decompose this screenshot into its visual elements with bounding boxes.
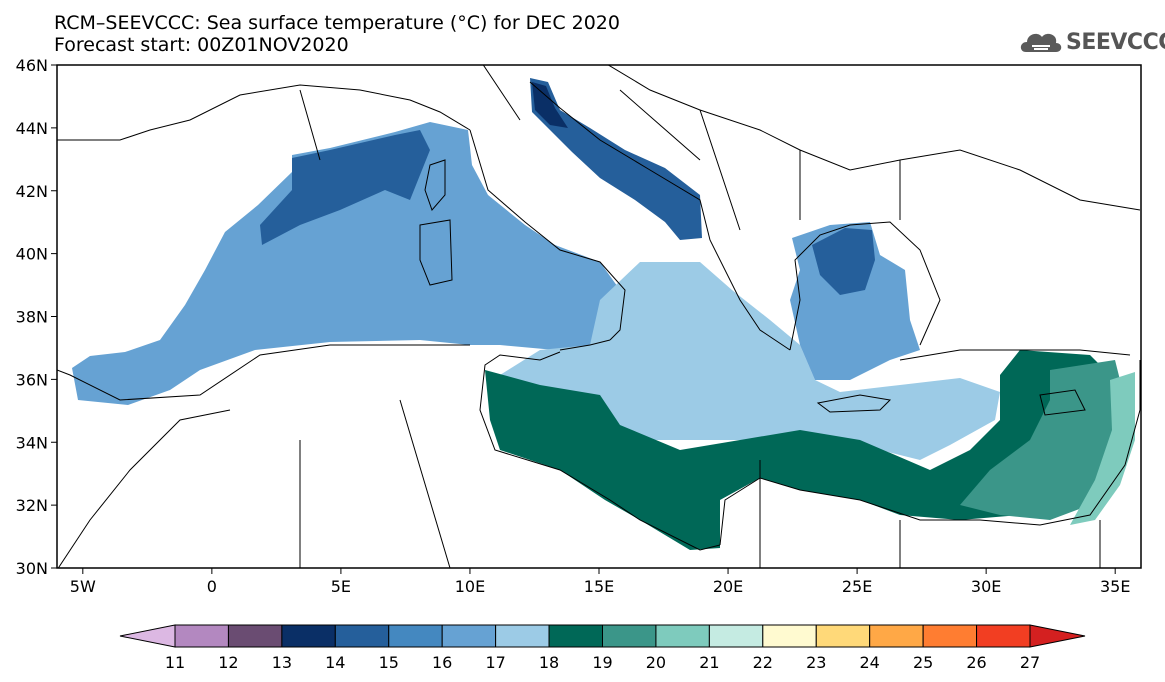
colorbar-segment (708, 624, 764, 648)
levantine-light (1070, 372, 1135, 525)
cloud-logo-icon (1020, 33, 1062, 52)
colorbar-segment (869, 624, 924, 648)
colorbar-segment (334, 624, 390, 648)
lat-tick-label: 36N (16, 370, 48, 389)
colorbar-label: 17 (485, 653, 505, 672)
coastline-lines (57, 65, 1141, 568)
lat-tick-label: 38N (16, 308, 48, 327)
aegean-dark (812, 228, 875, 295)
lon-tick-label: 35E (1100, 577, 1130, 596)
lon-tick-label: 20E (713, 577, 743, 596)
lon-tick-label: 15E (584, 577, 614, 596)
colorbar-low-arrow (119, 624, 176, 648)
colorbar-segment (281, 624, 336, 648)
colorbar-label: 19 (592, 653, 612, 672)
lat-tick-label: 42N (16, 182, 48, 201)
colorbar-segment (227, 624, 283, 648)
lat-tick-label: 46N (16, 56, 48, 75)
lon-tick-label: 5W (70, 577, 96, 596)
map-subtitle: Forecast start: 00Z01NOV2020 (54, 34, 349, 56)
lon-tick-label: 0 (207, 577, 217, 596)
western-med-sea (72, 122, 620, 405)
colorbar-label: 23 (806, 653, 826, 672)
colorbar-label: 20 (646, 653, 666, 672)
levantine-mid (960, 360, 1125, 520)
lat-tick-label: 44N (16, 119, 48, 138)
lon-tick-label: 30E (971, 577, 1001, 596)
sst-map: 46N 44N 42N 40N 38N 36N 34N 32N 30N 5W 0 5E 10E 15E 20… (16, 56, 1142, 596)
colorbar-label: 21 (699, 653, 719, 672)
colorbar-segment (441, 624, 497, 648)
logo-text: SEEVCCC (1066, 30, 1165, 55)
lon-tick-label: 25E (842, 577, 872, 596)
colorbar-label: 25 (913, 653, 933, 672)
colorbar-segment (174, 624, 229, 648)
lat-tick-label: 30N (16, 559, 48, 578)
western-med-dark (260, 130, 430, 245)
colorbar-segment (922, 624, 978, 648)
colorbar-label: 24 (860, 653, 880, 672)
colorbar-label: 12 (218, 653, 238, 672)
colorbar-label: 18 (539, 653, 559, 672)
colorbar-label: 14 (325, 653, 345, 672)
colorbar-label: 15 (379, 653, 399, 672)
colorbar-segment (655, 624, 710, 648)
map-axes: 46N 44N 42N 40N 38N 36N 34N 32N 30N 5W 0 5E 10E 15E 20… (16, 56, 1131, 596)
colorbar-high-arrow (1029, 624, 1086, 648)
colorbar-label: 11 (165, 653, 185, 672)
colorbar-segment (388, 624, 443, 648)
colorbar-label: 22 (753, 653, 773, 672)
colorbar-label: 16 (432, 653, 452, 672)
libyan-sea (485, 350, 1120, 550)
lat-tick-label: 34N (16, 433, 48, 452)
colorbar-segment (548, 624, 603, 648)
seevccc-logo: SEEVCCC (1018, 26, 1165, 58)
lat-tick-label: 40N (16, 245, 48, 264)
colorbar-label: 27 (1020, 653, 1040, 672)
colorbar-segment (976, 624, 1031, 648)
adriatic-deep (532, 82, 568, 128)
lon-tick-label: 10E (455, 577, 485, 596)
map-title: RCM–SEEVCCC: Sea surface temperature (°C… (54, 12, 620, 34)
lon-tick-label: 5E (331, 577, 351, 596)
colorbar-segment (495, 624, 550, 648)
colorbar-label: 13 (272, 653, 292, 672)
colorbar-segment (602, 624, 657, 648)
colorbar-label: 26 (966, 653, 986, 672)
colorbar-segment (815, 624, 871, 648)
colorbar-segment (762, 624, 817, 648)
lat-tick-label: 32N (16, 496, 48, 515)
